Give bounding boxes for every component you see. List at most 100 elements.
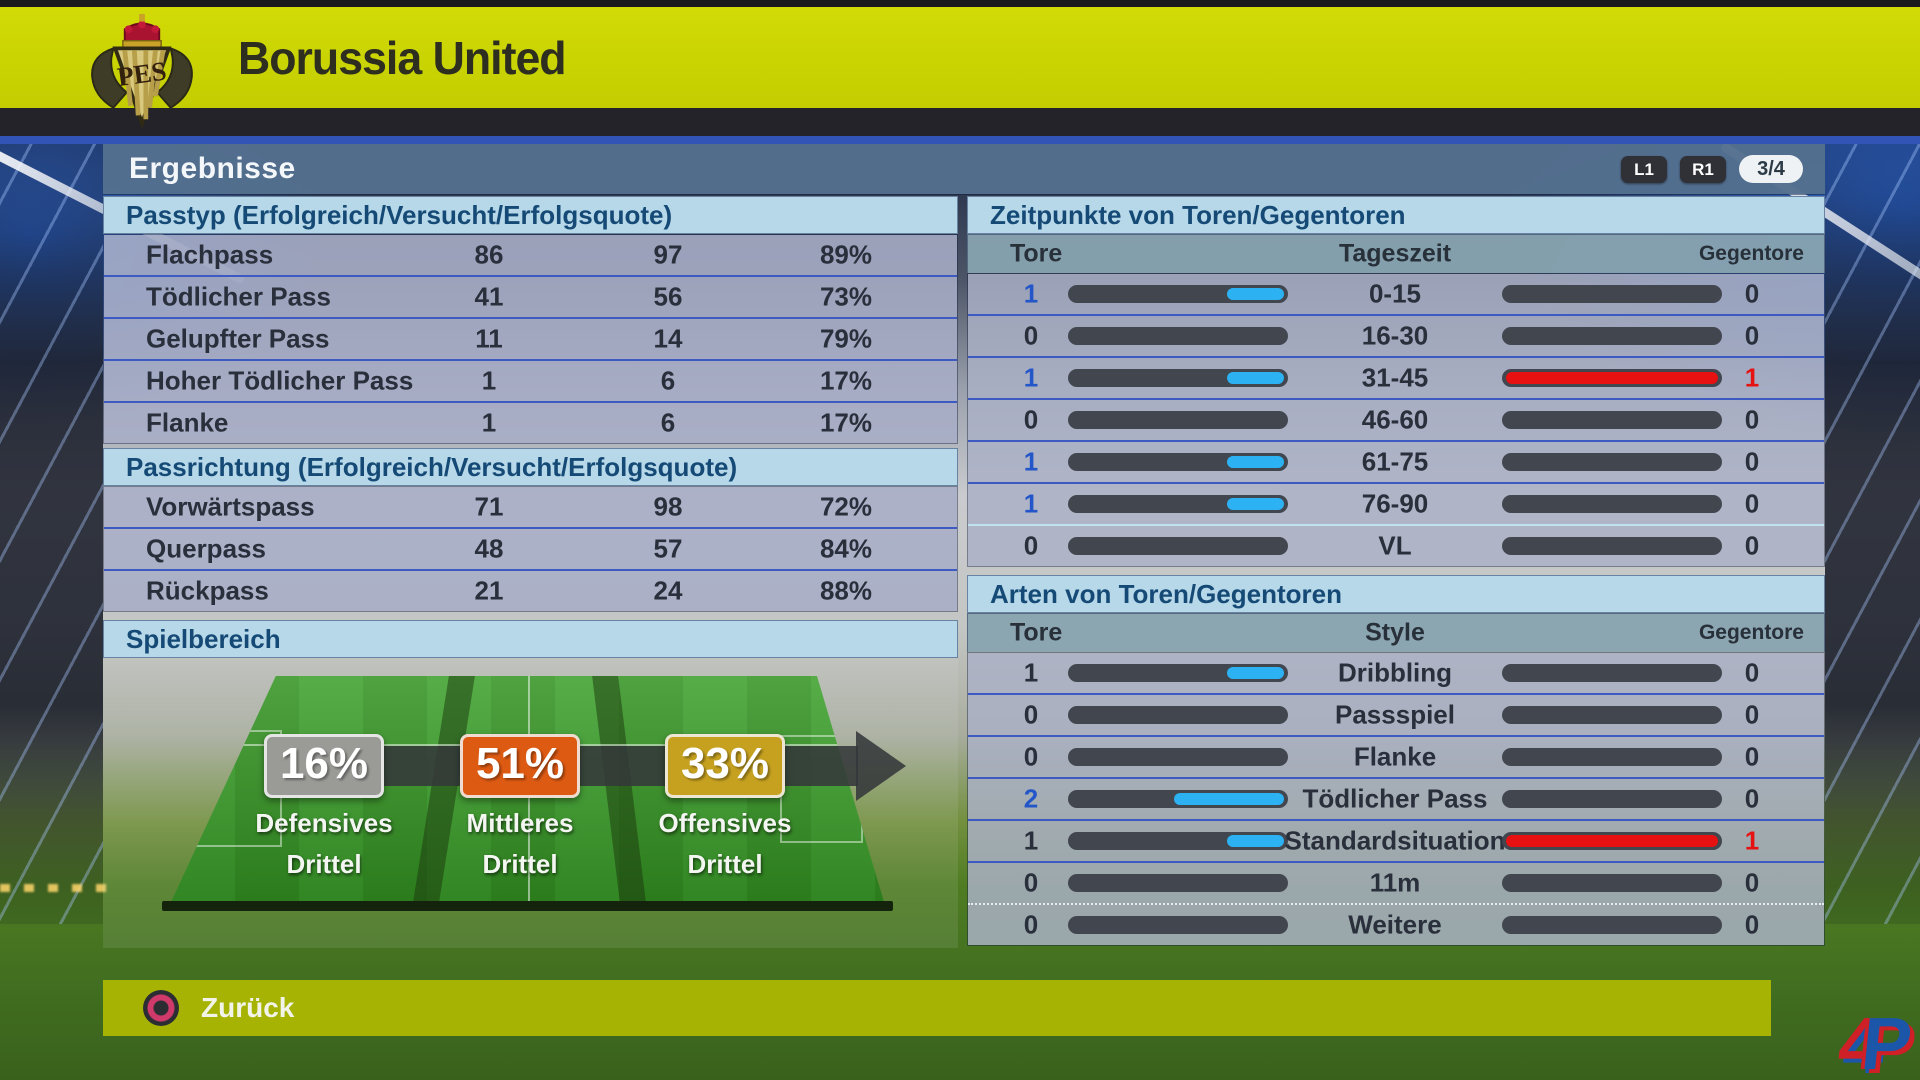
table-row: 1 31-45 1 <box>968 356 1824 398</box>
tore-bar-fill <box>1227 667 1284 679</box>
row-label: Tödlicher Pass <box>146 281 331 312</box>
tore-value: 1 <box>1023 446 1039 477</box>
goal-types-header: Arten von Toren/Gegentoren <box>967 575 1825 613</box>
value-rate: 79% <box>819 323 873 354</box>
zone-percent-badge: 33% <box>665 734 785 798</box>
row-label: VL <box>1378 530 1412 561</box>
blue-divider-strip <box>0 136 1920 144</box>
tore-value: 0 <box>1023 741 1039 772</box>
tore-value: 1 <box>1023 825 1039 856</box>
tore-bar <box>1068 453 1288 471</box>
row-label: Hoher Tödlicher Pass <box>146 365 414 396</box>
row-label: Tödlicher Pass <box>1302 783 1488 814</box>
row-label: Passspiel <box>1335 699 1455 730</box>
zone-label: Drittel <box>687 849 763 879</box>
gegentore-bar <box>1502 411 1722 429</box>
stadium-stand-right <box>1825 144 1920 924</box>
tore-bar <box>1068 411 1288 429</box>
svg-text:PES: PES <box>115 56 168 93</box>
column-tageszeit: Tageszeit <box>1338 239 1452 268</box>
gegentore-bar <box>1502 537 1722 555</box>
circle-button-icon[interactable] <box>143 990 179 1026</box>
tore-bar-fill <box>1227 835 1284 847</box>
table-row: Rückpass 21 24 88% <box>104 569 957 611</box>
page-title: Ergebnisse <box>129 152 296 185</box>
gegentore-bar <box>1502 327 1722 345</box>
tore-bar <box>1068 327 1288 345</box>
goal-stats-panel: Zeitpunkte von Toren/Gegentoren Tore Tag… <box>967 196 1825 946</box>
tore-bar <box>1068 832 1288 850</box>
gegentore-value: 0 <box>1744 530 1760 561</box>
table-row: Hoher Tödlicher Pass 1 6 17% <box>104 359 957 401</box>
table-row: Flachpass 86 97 89% <box>104 235 957 275</box>
top-edge-line <box>0 0 1920 7</box>
gegentore-value: 1 <box>1744 825 1760 856</box>
column-tore: Tore <box>1010 618 1063 647</box>
pass-type-header: Passtyp (Erfolgreich/Versucht/Erfolgsquo… <box>103 196 958 234</box>
floodlight-row <box>0 884 110 892</box>
tore-bar-fill <box>1227 498 1284 510</box>
row-label: Flanke <box>146 407 229 438</box>
gegentore-bar <box>1502 748 1722 766</box>
row-label: Gelupfter Pass <box>146 323 330 354</box>
tore-value: 2 <box>1023 783 1039 814</box>
gegentore-bar <box>1502 874 1722 892</box>
gegentore-value: 0 <box>1744 657 1760 688</box>
column-gegentore: Gegentore <box>1698 621 1804 644</box>
value-attempted: 56 <box>653 281 683 312</box>
play-zone: 16% Defensives Drittel <box>214 734 434 880</box>
row-label: Standardsituation <box>1284 825 1506 856</box>
table-row: Gelupfter Pass 11 14 79% <box>104 317 957 359</box>
tore-bar <box>1068 495 1288 513</box>
play-area-header: Spielbereich <box>103 620 958 658</box>
value-successful: 48 <box>474 533 504 564</box>
table-row: 0 Passspiel 0 <box>968 693 1824 735</box>
value-rate: 84% <box>819 533 873 564</box>
value-rate: 17% <box>819 365 873 396</box>
page-indicator: 3/4 <box>1739 155 1803 183</box>
row-label: Rückpass <box>146 575 269 606</box>
goal-times-column-header: Tore Tageszeit Gegentore <box>967 234 1825 273</box>
value-rate: 72% <box>819 491 873 522</box>
table-row: 0 Flanke 0 <box>968 735 1824 777</box>
footer-bar: Zurück <box>103 980 1771 1036</box>
table-row: 1 Dribbling 0 <box>968 653 1824 693</box>
pass-direction-table: Vorwärtspass 71 98 72% Querpass 48 57 84% Rückpa… <box>103 486 958 612</box>
gegentore-value: 0 <box>1744 867 1760 898</box>
gegentore-value: 1 <box>1744 362 1760 393</box>
zone-label: Mittleres <box>466 808 574 838</box>
pes-crest-logo: PES <box>84 12 200 151</box>
gegentore-bar <box>1502 790 1722 808</box>
gegentore-value: 0 <box>1744 699 1760 730</box>
zone-label: Defensives <box>255 808 393 838</box>
r1-button[interactable]: R1 <box>1680 155 1726 183</box>
play-zone: 33% Offensives Drittel <box>615 734 835 880</box>
row-label: 31-45 <box>1361 362 1429 393</box>
gegentore-bar-fill <box>1506 835 1718 847</box>
tore-value: 0 <box>1023 404 1039 435</box>
gegentore-value: 0 <box>1744 404 1760 435</box>
gegentore-bar <box>1502 495 1722 513</box>
column-gegentore: Gegentore <box>1698 242 1804 265</box>
watermark-char-p: P <box>1858 1002 1917 1080</box>
value-successful: 11 <box>475 323 503 354</box>
l1-button[interactable]: L1 <box>1621 155 1667 183</box>
back-button[interactable]: Zurück <box>201 992 295 1023</box>
value-attempted: 6 <box>660 407 676 438</box>
row-label: 0-15 <box>1368 278 1422 309</box>
team-header-bar: Borussia United <box>0 7 1920 108</box>
table-row: 1 0-15 0 <box>968 274 1824 314</box>
pass-type-table: Flachpass 86 97 89% Tödlicher Pass 41 56 73% Gel… <box>103 234 958 444</box>
pass-direction-header: Passrichtung (Erfolgreich/Versucht/Erfol… <box>103 448 958 486</box>
value-attempted: 24 <box>653 575 683 606</box>
pitch-base-shadow <box>162 901 893 911</box>
value-rate: 89% <box>819 239 873 270</box>
gegentore-value: 0 <box>1744 278 1760 309</box>
play-zone: 51% Mittleres Drittel <box>410 734 630 880</box>
tore-bar <box>1068 874 1288 892</box>
table-row: 1 Standardsituation 1 <box>968 819 1824 861</box>
table-row: 0 46-60 0 <box>968 398 1824 440</box>
value-rate: 73% <box>819 281 873 312</box>
table-row: 0 16-30 0 <box>968 314 1824 356</box>
row-label: Weitere <box>1348 909 1442 940</box>
